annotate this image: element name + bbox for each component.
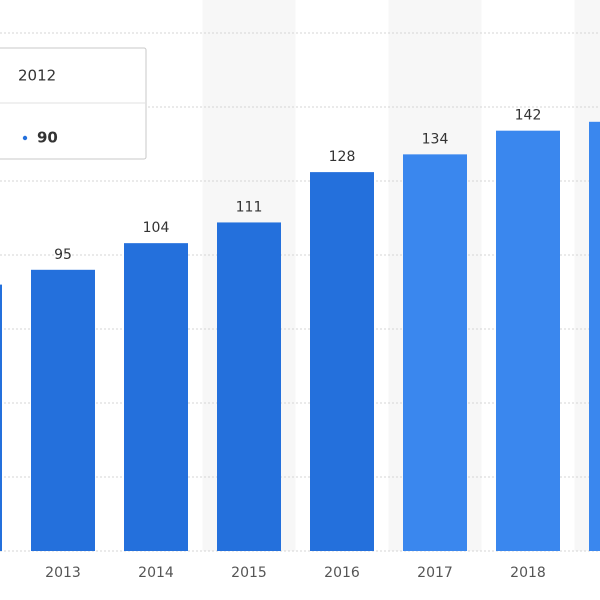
x-tick-label: 2013 <box>45 565 81 581</box>
value-label: 128 <box>329 149 356 165</box>
x-tick-label: 2016 <box>324 565 360 581</box>
bar <box>0 284 2 551</box>
bar <box>403 154 467 552</box>
value-label: 95 <box>54 247 72 263</box>
bar <box>496 130 560 551</box>
tooltip-value: 90 <box>37 129 58 147</box>
bar <box>124 243 188 551</box>
bar <box>589 121 600 552</box>
value-label: 104 <box>143 220 170 236</box>
bar <box>31 269 95 551</box>
value-label: 142 <box>515 108 542 124</box>
x-tick-label: 2014 <box>138 565 174 581</box>
tooltip-category: 2012 <box>18 67 56 85</box>
bars: 95 2013 104 2014 111 2015 128 2016 134 2017 142 201… <box>0 108 600 581</box>
x-tick-label: 2015 <box>231 565 267 581</box>
tooltip-bullet <box>22 135 28 141</box>
bar <box>310 172 374 551</box>
value-label: 111 <box>236 199 263 215</box>
x-tick-label: 2018 <box>510 565 546 581</box>
value-label: 134 <box>422 131 449 147</box>
tooltip: 2012 90 <box>0 47 147 160</box>
bar <box>217 222 281 551</box>
x-tick-label: 2017 <box>417 565 453 581</box>
